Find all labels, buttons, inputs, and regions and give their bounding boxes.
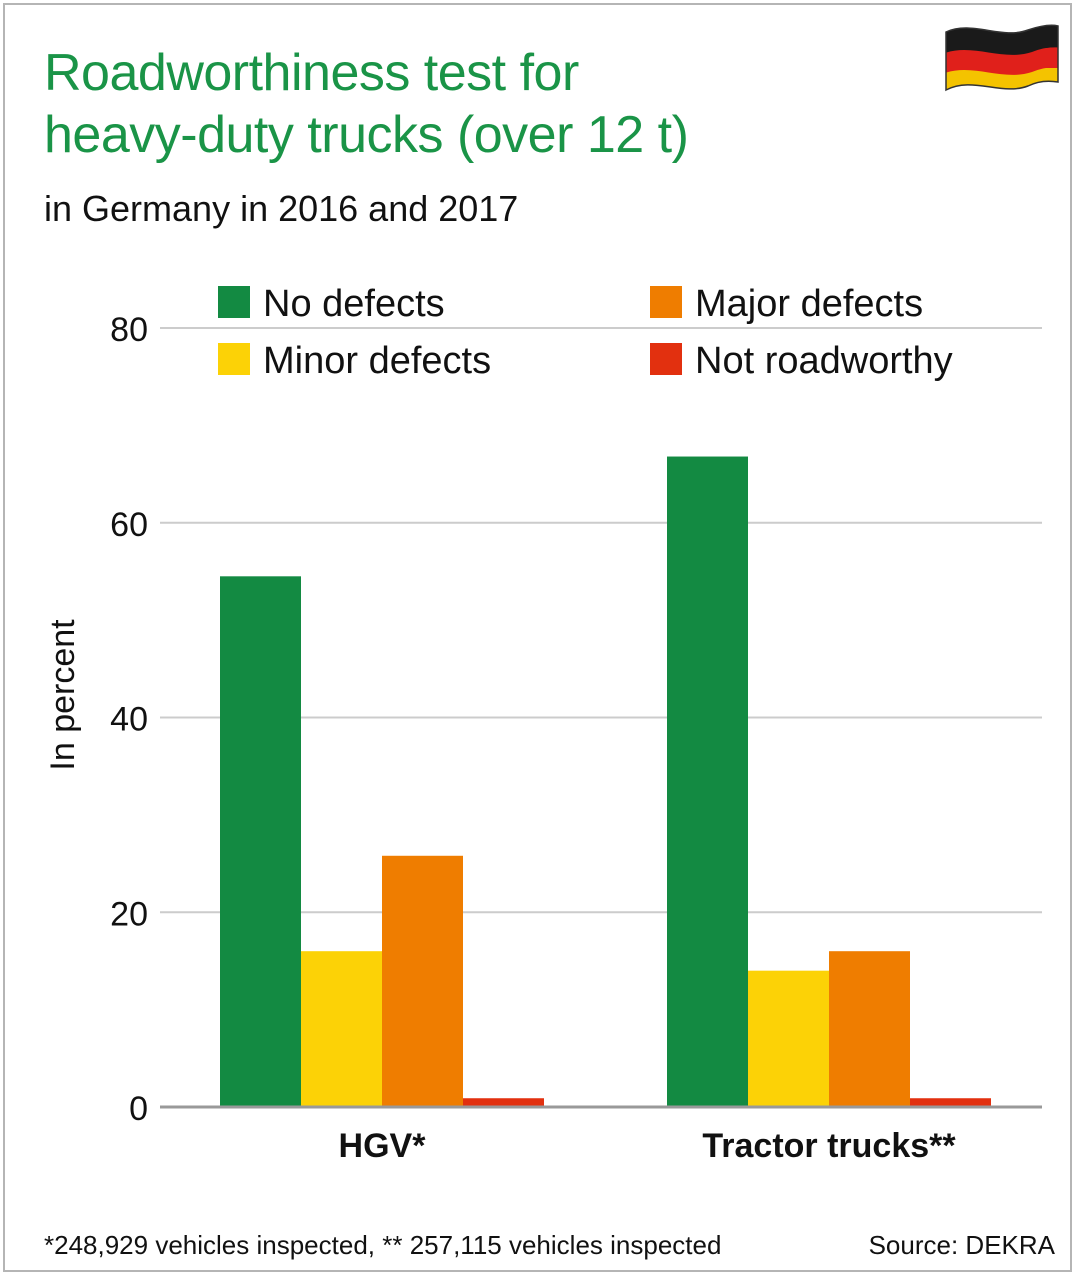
bar <box>667 456 748 1107</box>
chart-title: Roadworthiness test for heavy-duty truck… <box>44 42 689 166</box>
y-axis: In percent 0 20 40 60 80 <box>44 311 148 1128</box>
legend-label: Minor defects <box>263 340 491 382</box>
x-tick-label: Tractor trucks** <box>702 1127 956 1165</box>
y-axis-label: In percent <box>44 619 82 771</box>
chart-frame <box>3 3 1072 1272</box>
bar <box>829 951 910 1107</box>
title-line-1: Roadworthiness test for <box>44 44 579 102</box>
bars <box>220 456 991 1107</box>
y-tick-label: 40 <box>110 701 148 739</box>
footnote: *248,929 vehicles inspected, ** 257,115 … <box>44 1230 722 1260</box>
germany-flag-icon <box>945 24 1059 92</box>
y-tick-label: 60 <box>110 506 148 544</box>
source-note: Source: DEKRA <box>868 1230 1055 1260</box>
title-line-2: heavy-duty trucks (over 12 t) <box>44 106 689 164</box>
legend-swatch <box>650 343 682 375</box>
bar <box>220 576 301 1107</box>
bar <box>463 1098 544 1107</box>
legend-label: Major defects <box>695 283 923 325</box>
legend-swatch <box>218 343 250 375</box>
x-tick-label: HGV* <box>339 1127 427 1165</box>
legend: No defects Minor defects Major defects Not … <box>218 283 953 382</box>
bar <box>910 1098 991 1107</box>
legend-swatch <box>218 286 250 318</box>
x-axis: HGV* Tractor trucks** <box>160 1105 1042 1165</box>
y-tick-label: 0 <box>129 1090 148 1128</box>
y-tick-label: 80 <box>110 311 148 349</box>
legend-label: No defects <box>263 283 445 325</box>
gridlines <box>160 327 1042 914</box>
chart-subtitle: in Germany in 2016 and 2017 <box>44 188 519 229</box>
legend-label: Not roadworthy <box>695 340 953 382</box>
bar <box>301 951 382 1107</box>
y-tick-label: 20 <box>110 895 148 933</box>
bar <box>382 855 463 1107</box>
bar <box>748 970 829 1107</box>
legend-swatch <box>650 286 682 318</box>
